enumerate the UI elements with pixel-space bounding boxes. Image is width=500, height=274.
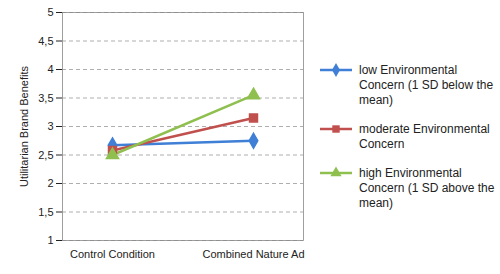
svg-text:3: 3 xyxy=(47,120,53,132)
svg-text:Utilitarian Brand Benefits: Utilitarian Brand Benefits xyxy=(18,65,30,187)
html-text:low Environmental Concern (1 S: low Environmental Concern (1 SD below th… xyxy=(359,63,494,107)
svg-text:1: 1 xyxy=(47,234,53,246)
svg-text:4: 4 xyxy=(47,63,53,75)
html-text:moderate Environmental Concern: moderate Environmental Concern xyxy=(359,122,490,151)
svg-text:2: 2 xyxy=(47,177,53,189)
svg-text:5: 5 xyxy=(47,6,53,18)
html-text:high Environmental Concern (1: high Environmental Concern (1 SD above t… xyxy=(359,166,495,210)
svg-text:2,5: 2,5 xyxy=(38,149,53,161)
svg-text:1,5: 1,5 xyxy=(38,206,53,218)
svg-text:Control Condition: Control Condition xyxy=(70,248,155,260)
svg-text:Combined Nature Ad: Combined Nature Ad xyxy=(202,248,304,260)
svg-text:4,5: 4,5 xyxy=(38,35,53,47)
svg-text:3,5: 3,5 xyxy=(38,92,53,104)
